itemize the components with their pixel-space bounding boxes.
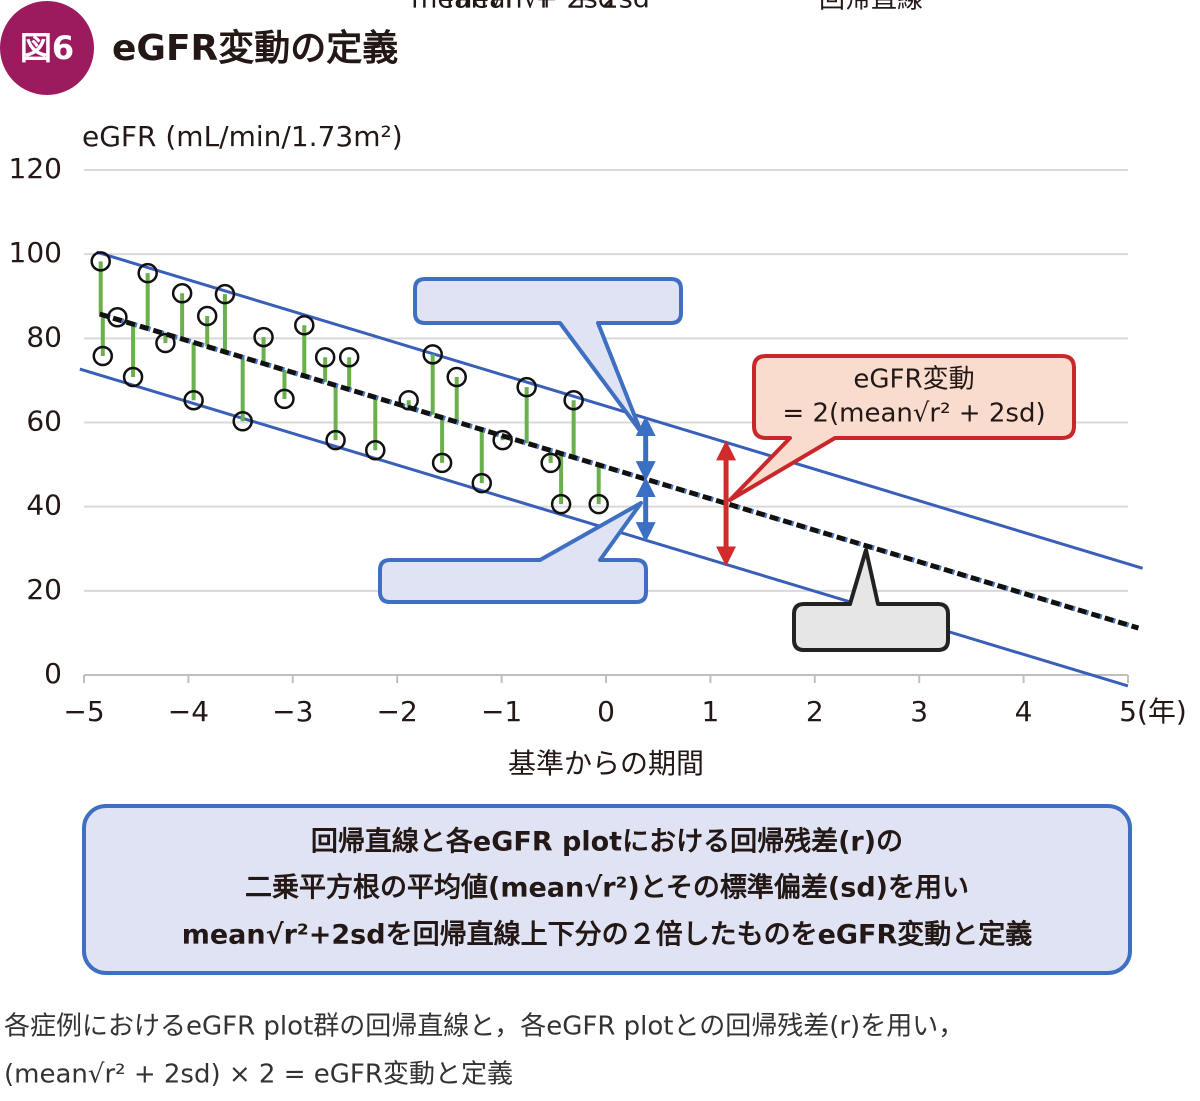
y-axis-label: eGFR (mL/min/1.73m²) xyxy=(82,120,403,153)
chart-title: eGFR変動の定義 xyxy=(112,27,398,69)
x-tick-label: 4 xyxy=(1015,695,1033,728)
data-point xyxy=(325,429,346,451)
badge-bg xyxy=(0,1,94,95)
callout-lower-text: mean√r² + 2sd xyxy=(411,0,615,15)
x-unit: (年) xyxy=(1137,695,1187,728)
data-point xyxy=(122,366,144,388)
data-point xyxy=(92,345,114,367)
data-point xyxy=(540,452,561,474)
data-point xyxy=(550,493,572,515)
x-tick-label: −2 xyxy=(377,695,418,728)
x-tick-label: 3 xyxy=(910,695,928,728)
callout-red-text: eGFR変動 xyxy=(853,365,974,395)
data-point xyxy=(471,472,493,494)
data-point xyxy=(398,389,419,411)
data-point xyxy=(107,307,128,328)
data-point xyxy=(274,388,295,410)
data-point xyxy=(196,305,218,327)
x-tick-label: 1 xyxy=(701,695,719,728)
y-tick-label: 20 xyxy=(26,573,62,606)
callout-red-text: = 2(mean√r² + 2sd) xyxy=(782,399,1045,429)
x-tick-label: −4 xyxy=(168,695,209,728)
callout-line-shape xyxy=(792,548,950,652)
data-point xyxy=(155,332,176,354)
x-tick-label: −1 xyxy=(481,695,522,728)
caption: 各症例におけるeGFR plot群の回帰直線と，各eGFR plotとの回帰残差… xyxy=(4,1012,964,1042)
data-point xyxy=(294,315,315,336)
y-tick-label: 80 xyxy=(26,320,62,353)
x-tick-label: 2 xyxy=(806,695,824,728)
callout-upper-shape xyxy=(413,277,683,434)
y-tick-label: 0 xyxy=(44,657,62,690)
data-point xyxy=(338,347,360,368)
y-tick-label: 40 xyxy=(26,489,62,522)
band-line xyxy=(96,250,1144,570)
plot: 0 20 40 60 80 100 120 −5 −4 −3 −2 −1 0 1 2 3 4 5 (年) xyxy=(9,152,1187,728)
badge: 図6 xyxy=(20,29,74,67)
summary-line: mean√r²+2sdを回帰直線上下分の２倍したものをeGFR変動と定義 xyxy=(182,919,1033,951)
data-point xyxy=(171,283,193,304)
data-point xyxy=(422,344,443,365)
x-tick-label: 5 xyxy=(1119,695,1137,728)
y-tick-label: 120 xyxy=(9,152,62,185)
summary-line: 回帰直線と各eGFR plotにおける回帰残差(r)の xyxy=(311,826,903,858)
callout-lower-shape xyxy=(378,501,648,604)
x-tick-label: 0 xyxy=(597,695,615,728)
data-point xyxy=(588,493,609,515)
y-tick-label: 100 xyxy=(9,236,62,269)
data-point xyxy=(365,440,386,461)
data-point xyxy=(232,410,253,432)
data-point xyxy=(214,283,236,305)
data-point xyxy=(183,389,204,411)
regression-line xyxy=(98,311,1140,631)
callout-upper-text: mean√r² + 2sd xyxy=(446,0,650,15)
x-axis-label: 基準からの期間 xyxy=(508,747,704,780)
regression-dots xyxy=(98,311,1140,631)
caption: (mean√r² + 2sd) × 2 = eGFR変動と定義 xyxy=(4,1060,513,1090)
data-point xyxy=(446,366,467,388)
summary-box xyxy=(82,804,1132,975)
data-point xyxy=(314,347,336,368)
data-point xyxy=(431,452,453,474)
data-point xyxy=(563,389,584,411)
callout-red-shape xyxy=(728,354,1076,502)
x-tick-label: −5 xyxy=(63,695,104,728)
data-point xyxy=(492,429,513,451)
data-point xyxy=(516,376,537,398)
summary-line: 二乗平方根の平均値(mean√r²)とその標準偏差(sd)を用い xyxy=(245,872,969,904)
x-tick-label: −3 xyxy=(272,695,313,728)
y-tick-label: 60 xyxy=(26,405,62,438)
data-point xyxy=(90,251,111,272)
callout-line-text: 回帰直線 xyxy=(819,0,923,15)
data-point xyxy=(253,326,274,348)
data-point xyxy=(137,262,158,284)
